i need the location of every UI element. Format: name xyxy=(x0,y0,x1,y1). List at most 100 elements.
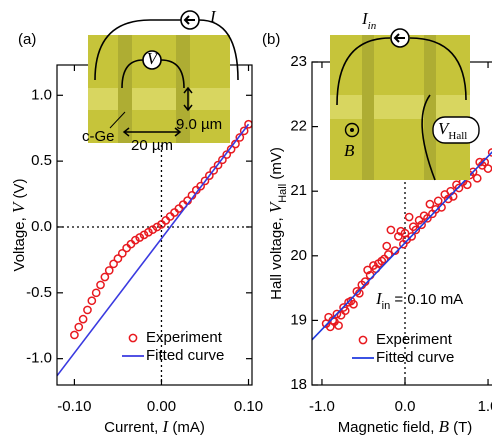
data-point xyxy=(411,225,421,235)
legend-label: Fitted curve xyxy=(146,347,224,364)
inset-label: Iin xyxy=(361,9,377,32)
legend-label: Fitted curve xyxy=(376,349,454,366)
plot-area xyxy=(57,65,252,385)
data-point xyxy=(328,316,338,325)
data-point xyxy=(100,272,110,282)
y-tick-label: 22 xyxy=(290,118,307,135)
data-point xyxy=(165,212,175,221)
panel: (a) -0.10 0.00 0.10 -1.0 -0.5 0.0 0.5 1.0 Experim… xyxy=(9,31,263,436)
data-point xyxy=(352,286,362,296)
x-tick-label: 0.00 xyxy=(147,398,176,415)
data-point xyxy=(349,299,358,309)
x-tick-label: -0.10 xyxy=(57,398,91,415)
data-point xyxy=(340,306,350,316)
inset-label: c-Ge xyxy=(82,128,115,145)
data-point xyxy=(425,199,435,209)
y-tick-label: 20 xyxy=(290,247,307,264)
data-point xyxy=(384,250,393,259)
legend-symbol xyxy=(128,333,138,343)
inset-b: Iin VHall B xyxy=(330,9,480,181)
y-axis-label: Hall voltage, VHall (mV) xyxy=(266,147,289,300)
inset-label: I xyxy=(209,7,217,26)
data-point xyxy=(244,119,252,129)
data-point xyxy=(70,330,79,340)
data-point xyxy=(91,288,101,298)
data-point xyxy=(204,171,214,180)
data-point xyxy=(480,157,490,167)
legend-label: Experiment xyxy=(376,331,453,348)
data-point xyxy=(472,173,482,183)
y-tick-label: 18 xyxy=(290,376,307,393)
data-point xyxy=(454,183,464,193)
data-point xyxy=(113,254,123,263)
data-point xyxy=(83,305,92,315)
y-tick-label: 21 xyxy=(290,182,307,199)
y-tick-label: -1.0 xyxy=(26,350,52,367)
data-point xyxy=(332,309,342,319)
y-tick-label: 0.0 xyxy=(31,218,52,235)
data-point xyxy=(126,239,136,249)
inset-label: 20 µm xyxy=(131,137,173,154)
x-tick-label: 0.10 xyxy=(234,398,263,415)
x-tick-label: -1.0 xyxy=(309,398,335,415)
data-point xyxy=(122,243,131,253)
data-point xyxy=(130,235,140,245)
data-point xyxy=(104,266,114,275)
data-point xyxy=(235,133,245,142)
data-point xyxy=(226,144,236,154)
data-point xyxy=(222,150,232,159)
data-point xyxy=(386,225,396,235)
x-axis-label: Magnetic field, B (T) xyxy=(338,417,473,436)
y-tick-label: 0.5 xyxy=(31,152,52,169)
inset-label: VHall xyxy=(438,119,467,142)
data-point xyxy=(363,265,372,275)
data-point xyxy=(209,165,219,175)
data-point xyxy=(407,232,416,241)
data-point xyxy=(443,194,453,204)
data-point xyxy=(135,233,145,242)
data-point xyxy=(148,225,158,234)
data-point xyxy=(417,220,426,230)
data-point xyxy=(139,230,149,240)
data-point xyxy=(377,256,387,266)
data-point xyxy=(483,164,492,173)
data-point xyxy=(96,280,105,290)
inset-label: V xyxy=(147,49,160,68)
inset-label: 9.0 µm xyxy=(176,116,222,133)
data-point xyxy=(423,213,432,223)
y-tick-label: 23 xyxy=(290,53,307,70)
data-point xyxy=(334,321,343,330)
data-point xyxy=(462,180,472,190)
data-point xyxy=(414,215,424,225)
data-point xyxy=(404,212,414,222)
x-tick-label: 0.0 xyxy=(395,398,416,415)
data-point xyxy=(431,204,441,214)
data-point xyxy=(200,176,210,186)
data-point xyxy=(174,204,184,213)
y-tick-label: -0.5 xyxy=(26,284,52,301)
legend-label: Experiment xyxy=(146,329,223,346)
panel-label: (a) xyxy=(18,31,36,48)
inset-a: I V c-Ge 20 µm 9.0 µm xyxy=(82,7,239,154)
data-point xyxy=(78,314,88,324)
annotation: Iin = 0.10 mA xyxy=(375,289,463,312)
fitted-line xyxy=(57,123,250,377)
inset-label: B xyxy=(344,141,355,160)
data-point xyxy=(152,222,162,232)
data-point xyxy=(74,322,84,332)
panel-label: (b) xyxy=(262,31,280,48)
y-axis-label: Voltage, V (V) xyxy=(9,179,28,272)
data-point xyxy=(487,148,492,157)
data-point xyxy=(396,226,406,236)
data-point xyxy=(170,208,179,217)
legend-symbol xyxy=(358,335,368,345)
data-point xyxy=(213,160,223,170)
data-point xyxy=(117,248,127,258)
x-axis-label: Current, I (mA) xyxy=(104,417,205,436)
data-point xyxy=(87,296,97,306)
data-point xyxy=(394,232,403,241)
data-point xyxy=(239,126,249,136)
data-point xyxy=(218,155,227,165)
data-point xyxy=(433,196,443,206)
x-tick-label: 1.0 xyxy=(478,398,492,415)
